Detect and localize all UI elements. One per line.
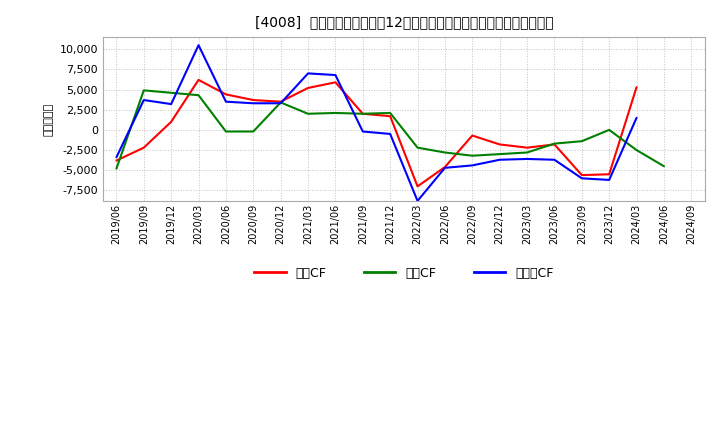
フリーCF [632, 115, 641, 121]
投資CF [468, 153, 477, 158]
営業CF [632, 84, 641, 90]
フリーCF [167, 102, 176, 107]
フリーCF [140, 97, 148, 103]
Title: [4008]  キャッシュフローの12か月移動合計の対前年同期増減額の推移: [4008] キャッシュフローの12か月移動合計の対前年同期増減額の推移 [255, 15, 553, 29]
投資CF [112, 166, 121, 171]
投資CF [413, 145, 422, 150]
Y-axis label: （百万円）: （百万円） [44, 103, 54, 136]
フリーCF [359, 129, 367, 134]
営業CF [386, 114, 395, 119]
営業CF [413, 184, 422, 189]
投資CF [495, 151, 504, 157]
フリーCF [222, 99, 230, 104]
フリーCF [605, 177, 613, 183]
フリーCF [386, 131, 395, 136]
フリーCF [523, 156, 531, 161]
投資CF [276, 100, 285, 105]
投資CF [249, 129, 258, 134]
フリーCF [577, 176, 586, 181]
Line: 営業CF: 営業CF [117, 80, 636, 187]
営業CF [550, 142, 559, 147]
フリーCF [249, 101, 258, 106]
投資CF [167, 90, 176, 95]
営業CF [331, 80, 340, 85]
営業CF [495, 142, 504, 147]
営業CF [276, 99, 285, 104]
フリーCF [331, 73, 340, 78]
投資CF [660, 164, 668, 169]
営業CF [249, 97, 258, 103]
投資CF [304, 111, 312, 117]
営業CF [605, 172, 613, 177]
投資CF [605, 127, 613, 132]
投資CF [140, 88, 148, 93]
フリーCF [276, 101, 285, 106]
フリーCF [112, 155, 121, 160]
投資CF [331, 110, 340, 116]
投資CF [194, 92, 203, 98]
営業CF [523, 145, 531, 150]
投資CF [222, 129, 230, 134]
営業CF [304, 85, 312, 91]
投資CF [550, 141, 559, 146]
フリーCF [550, 157, 559, 162]
フリーCF [495, 157, 504, 162]
Line: 投資CF: 投資CF [117, 90, 664, 169]
フリーCF [194, 43, 203, 48]
投資CF [386, 110, 395, 116]
営業CF [441, 165, 449, 170]
投資CF [359, 111, 367, 117]
投資CF [523, 150, 531, 155]
営業CF [112, 158, 121, 163]
営業CF [468, 133, 477, 138]
投資CF [632, 147, 641, 153]
営業CF [167, 119, 176, 125]
営業CF [577, 172, 586, 178]
投資CF [441, 150, 449, 155]
営業CF [222, 92, 230, 97]
営業CF [140, 145, 148, 150]
営業CF [359, 111, 367, 117]
投資CF [577, 139, 586, 144]
フリーCF [413, 198, 422, 204]
Line: フリーCF: フリーCF [117, 45, 636, 201]
営業CF [194, 77, 203, 83]
Legend: 営業CF, 投資CF, フリーCF: 営業CF, 投資CF, フリーCF [249, 262, 558, 285]
フリーCF [441, 165, 449, 170]
フリーCF [304, 71, 312, 76]
フリーCF [468, 163, 477, 168]
